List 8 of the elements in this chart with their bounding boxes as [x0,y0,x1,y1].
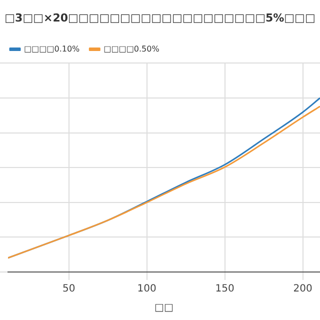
x-tick-label: 100 [137,284,156,295]
x-tick-label: 150 [215,284,234,295]
x-tick-label: 200 [293,284,312,295]
legend-label: □□□□0.50% [104,44,160,54]
x-tick-label: 50 [62,284,76,295]
chart-title: □3□□×20□□□□□□□□□□□□□□□□□□□5%□□□ [4,11,316,24]
x-axis-title: □□ [154,302,174,314]
legend-label: □□□□0.10% [24,44,80,54]
